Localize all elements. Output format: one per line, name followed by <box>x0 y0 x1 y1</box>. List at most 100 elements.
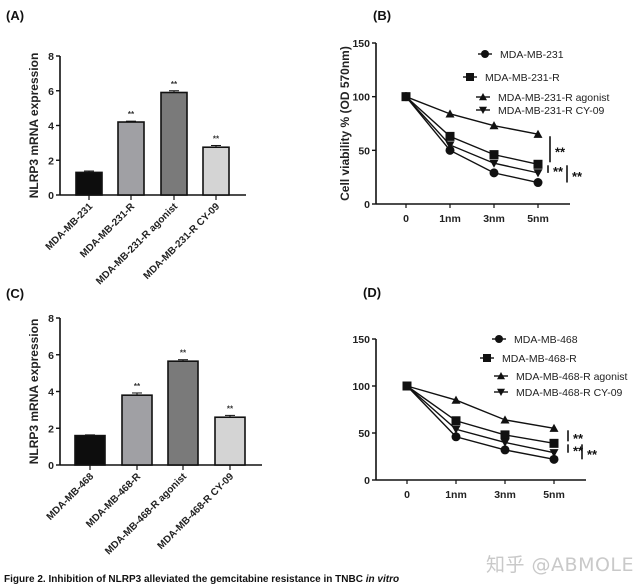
marker-triangle-down <box>479 106 487 114</box>
significance-label: ** <box>180 349 187 358</box>
y-tick-label: 8 <box>48 313 54 325</box>
legend-label: MDA-MB-231-R agonist <box>498 92 610 104</box>
marker-circle <box>481 50 489 58</box>
series-line <box>405 96 539 135</box>
marker-triangle-down <box>549 449 559 458</box>
bar <box>75 171 103 196</box>
series-line <box>406 385 555 429</box>
marker-triangle-down <box>497 388 505 396</box>
marker-circle <box>489 168 499 178</box>
significance-label: ** <box>572 169 583 184</box>
y-tick-label: 100 <box>352 92 370 104</box>
x-tick-label: 0 <box>404 489 410 501</box>
y-tick-label: 0 <box>48 190 54 202</box>
x-tick-label: 5nm <box>527 213 549 225</box>
legend: MDA-MB-231 MDA-MB-231-R MDA-MB-231-R agoni… <box>463 49 610 117</box>
y-tick-label: 4 <box>48 121 54 133</box>
series-line <box>406 385 555 454</box>
x-tick-label: 1nm <box>439 213 461 225</box>
y-tick-label: 6 <box>48 350 54 362</box>
marker-triangle-up <box>497 372 505 380</box>
series-triangle-up <box>402 381 559 432</box>
marker-triangle-up <box>445 109 455 118</box>
bar <box>121 394 153 466</box>
marker-triangle-down <box>451 425 461 434</box>
y-tick-label: 50 <box>358 145 370 157</box>
bar <box>202 146 230 196</box>
legend-label: MDA-MB-231-R CY-09 <box>498 105 605 117</box>
marker-square <box>445 131 455 141</box>
y-tick-label: 100 <box>352 381 370 393</box>
panel-label: (B) <box>373 8 391 23</box>
bar <box>167 360 199 466</box>
significance-label: ** <box>553 164 564 179</box>
panel-label: (C) <box>6 286 24 301</box>
marker-circle <box>549 454 559 464</box>
marker-square <box>533 159 543 169</box>
significance-label: ** <box>587 447 598 462</box>
series-line <box>405 96 539 174</box>
significance-label: ** <box>555 144 566 159</box>
marker-triangle-up <box>489 121 499 130</box>
marker-circle <box>533 178 543 188</box>
panel-label: (A) <box>6 8 24 23</box>
series-line <box>405 96 539 165</box>
caption-italic: in vitro <box>365 574 400 585</box>
marker-circle <box>495 335 503 343</box>
significance-label: ** <box>128 110 135 119</box>
y-tick-label: 150 <box>352 334 370 346</box>
x-tick-label: MDA-MB-468-R CY-09 <box>156 471 237 552</box>
legend-label: MDA-MB-231-R <box>485 72 560 84</box>
y-axis-title: Cell viability % (OD 570nm) <box>338 46 352 201</box>
y-tick-label: 2 <box>48 155 54 167</box>
series-triangle-down <box>402 382 559 458</box>
marker-triangle-up <box>533 129 543 138</box>
x-tick-label: 3nm <box>494 489 516 501</box>
legend-label: MDA-MB-468-R agonist <box>516 371 628 383</box>
significance-label: ** <box>227 404 234 413</box>
y-axis-title: NLRP3 mRNA expression <box>27 53 41 199</box>
series-line <box>406 385 555 445</box>
figure-caption: Figure 2. Inhibition of NLRP3 alleviated… <box>4 574 399 585</box>
x-tick-label: 1nm <box>445 489 467 501</box>
y-tick-label: 4 <box>48 387 54 399</box>
marker-circle <box>500 445 510 455</box>
x-tick-label: MDA-MB-231-R agonist <box>94 201 180 287</box>
significance-label: ** <box>573 444 584 459</box>
significance-label: ** <box>573 431 584 446</box>
series-line <box>406 385 555 461</box>
x-tick-label: 5nm <box>543 489 565 501</box>
marker-square <box>451 416 461 426</box>
x-tick-label: MDA-MB-468 <box>45 471 97 523</box>
marker-circle <box>445 145 455 155</box>
marker-triangle-up <box>549 423 559 432</box>
y-tick-label: 6 <box>48 86 54 98</box>
panel-label: (D) <box>363 285 381 300</box>
x-tick-label: MDA-MB-468-R agonist <box>103 471 189 557</box>
y-tick-label: 8 <box>48 51 54 63</box>
significance-label: ** <box>213 134 220 143</box>
legend-label: MDA-MB-468-R <box>502 353 577 365</box>
caption-text: Figure 2. Inhibition of NLRP3 alleviated… <box>4 574 366 585</box>
marker-triangle-down <box>402 382 412 391</box>
marker-triangle-down <box>500 438 510 447</box>
marker-triangle-down <box>445 141 455 150</box>
marker-square <box>549 438 559 448</box>
marker-circle <box>451 432 461 442</box>
watermark: 知乎 @ABMOLE <box>486 554 635 576</box>
series-triangle-down <box>401 93 543 178</box>
bar <box>214 416 246 466</box>
y-tick-label: 2 <box>48 423 54 435</box>
marker-triangle-down <box>533 169 543 178</box>
series-line <box>405 96 539 184</box>
marker-triangle-up <box>500 415 510 424</box>
legend-label: MDA-MB-231 <box>500 49 564 61</box>
y-tick-label: 50 <box>358 428 370 440</box>
marker-triangle-up <box>479 93 487 101</box>
chart-panel-c: (C) 0 2 4 6 8 NLRP3 mRNA expression MDA-MB-468 *… <box>6 286 262 557</box>
bar <box>160 91 188 196</box>
y-tick-label: 150 <box>352 38 370 50</box>
